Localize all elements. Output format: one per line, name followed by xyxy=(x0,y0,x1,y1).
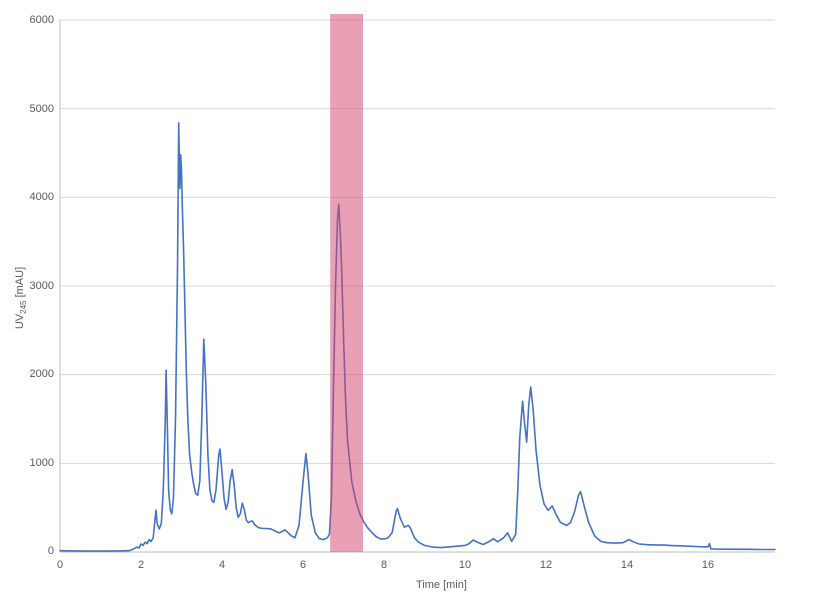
y-tick-label: 6000 xyxy=(29,14,54,26)
y-tick-label: 0 xyxy=(47,545,54,557)
y-tick-label: 1000 xyxy=(29,457,54,469)
x-tick-label: 2 xyxy=(137,559,145,571)
y-axis-title-subscript: 245 xyxy=(19,300,29,314)
highlight-band xyxy=(330,14,364,552)
x-tick-label: 16 xyxy=(701,559,715,571)
y-axis-title: UV245 [mAU] xyxy=(14,267,28,329)
y-tick-label: 4000 xyxy=(29,191,54,203)
x-tick-label: 6 xyxy=(299,559,307,571)
x-tick-label: 0 xyxy=(56,559,64,571)
x-tick-label: 10 xyxy=(458,559,472,571)
x-axis-title: Time [min] xyxy=(416,579,467,591)
y-tick-label: 3000 xyxy=(29,280,54,292)
x-tick-label: 4 xyxy=(218,559,226,571)
x-tick-label: 8 xyxy=(380,559,388,571)
chromatogram-trace xyxy=(59,122,776,552)
x-tick-label: 14 xyxy=(620,559,634,571)
x-tick-label: 12 xyxy=(539,559,553,571)
y-tick-label: 5000 xyxy=(29,103,54,115)
y-axis-title-suffix: [mAU] xyxy=(13,266,26,301)
y-axis-title-prefix: UV xyxy=(13,313,26,330)
y-tick-label: 2000 xyxy=(29,368,54,380)
